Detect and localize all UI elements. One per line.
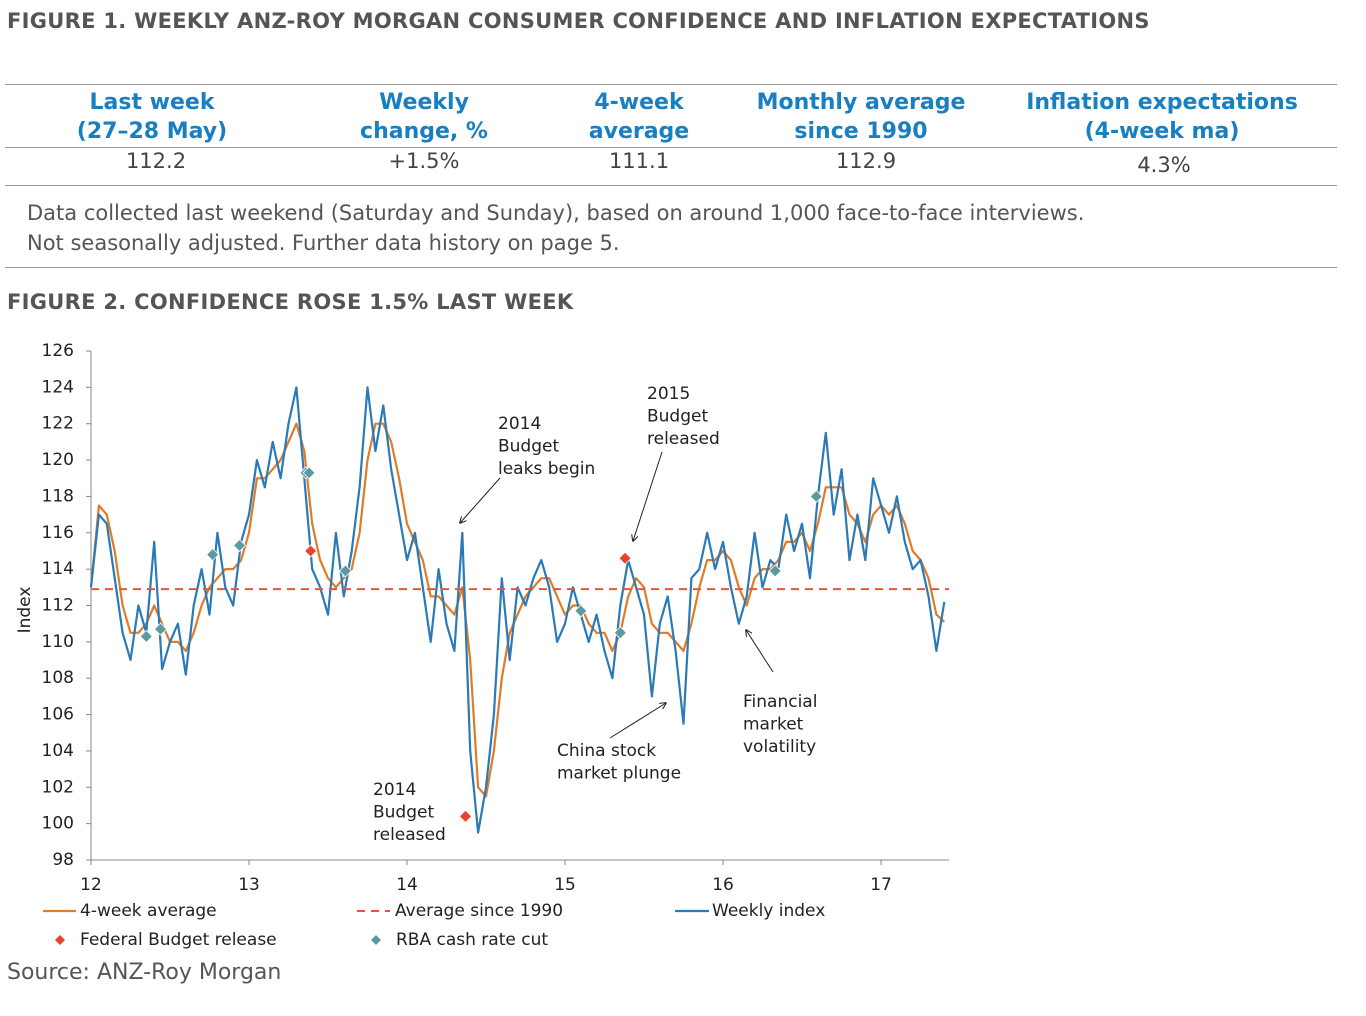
chart: Index 98 100 102 104 106 108 110 112 114 116 118 12…: [15, 341, 949, 950]
y-tick-label: 120: [42, 450, 74, 470]
series-line: [89, 386, 946, 834]
legend-label: Weekly index: [712, 901, 825, 921]
legend-swatch: [55, 935, 65, 945]
marker: [613, 626, 627, 640]
annotation: China stock: [557, 741, 656, 761]
y-tick-label: 104: [42, 741, 74, 761]
y-tick-label: 124: [42, 377, 74, 397]
annotation-arrow: [746, 630, 774, 673]
header-line: Inflation expectations: [1026, 90, 1298, 115]
annotation: market: [743, 715, 804, 735]
source: Source: ANZ-Roy Morgan: [7, 960, 282, 985]
note: Data collected last weekend (Saturday an…: [27, 198, 1084, 258]
y-tick-label: 102: [42, 777, 74, 797]
y-tick-label: 100: [42, 814, 74, 834]
y-tick-label: 110: [42, 632, 74, 652]
x-tick-label: 17: [870, 875, 892, 895]
header-line: average: [588, 119, 690, 144]
y-tick-label: 114: [42, 559, 74, 579]
annotation: leaks begin: [498, 459, 595, 479]
header-line: Last week: [89, 90, 215, 115]
legend-label: 4-week average: [80, 901, 217, 921]
header-line: since 1990: [794, 119, 928, 144]
marker: [153, 622, 168, 636]
x-tick-label: 16: [712, 875, 734, 895]
annotation: Budget: [647, 407, 708, 427]
y-tick-label: 98: [52, 850, 74, 870]
marker: [206, 548, 220, 562]
annotation: 2014: [373, 780, 416, 800]
x-tick-label: 13: [238, 875, 260, 895]
header-line: (4-week ma): [1084, 119, 1240, 144]
header-line: 4-week: [594, 90, 684, 115]
header-line: change, %: [360, 119, 488, 144]
annotation: 2014: [498, 414, 541, 434]
annotation-arrow: [633, 451, 663, 541]
y-tick-label: 108: [42, 668, 74, 688]
annotation: 2015: [647, 384, 690, 404]
rule: [5, 147, 1337, 148]
series-line: [89, 422, 946, 798]
marker: [768, 564, 782, 578]
annotation-arrow: [460, 477, 501, 523]
annotation-arrow: [609, 703, 666, 739]
header-line: (27–28 May): [76, 119, 228, 144]
annotation: market plunge: [557, 764, 681, 784]
annotation: released: [373, 825, 446, 845]
marker: [304, 544, 318, 558]
legend-label: Federal Budget release: [80, 930, 277, 950]
y-tick-label: 122: [42, 414, 74, 434]
annotation: volatility: [743, 737, 816, 757]
y-tick-label: 116: [42, 523, 74, 543]
y-axis-label: Index: [15, 587, 35, 634]
table-cell: 4.3%: [1137, 153, 1191, 177]
table-cell: 112.9: [835, 149, 897, 173]
x-tick-label: 12: [80, 875, 102, 895]
y-tick-label: 112: [42, 596, 74, 616]
table-header: Weekly change, %: [360, 88, 488, 146]
rule: [5, 185, 1337, 186]
table-header: Monthly average since 1990: [757, 88, 966, 146]
marker: [139, 629, 153, 643]
table-cell: 112.2: [125, 149, 187, 173]
table-header: Last week (27–28 May): [77, 88, 227, 146]
annotation: Budget: [498, 437, 559, 457]
rule: [5, 84, 1337, 85]
marker: [302, 466, 316, 480]
note-line: Not seasonally adjusted. Further data hi…: [27, 231, 620, 255]
y-tick-label: 118: [42, 486, 74, 506]
y-tick-label: 126: [42, 341, 74, 361]
annotation: Budget: [373, 803, 434, 823]
header-line: Weekly: [379, 90, 469, 115]
table-cell: +1.5%: [388, 149, 460, 173]
table-header: 4-week average: [589, 88, 689, 146]
legend-label: RBA cash rate cut: [396, 930, 548, 950]
marker: [574, 604, 588, 618]
rule: [5, 267, 1337, 268]
figure-title: FIGURE 1. WEEKLY ANZ-ROY MORGAN CONSUMER…: [7, 9, 1150, 33]
table-cell: 111.1: [608, 149, 670, 173]
annotation: released: [647, 429, 720, 449]
annotation: Financial: [743, 692, 817, 712]
header-line: Monthly average: [756, 90, 966, 115]
table-header: Inflation expectations (4-week ma): [1026, 88, 1298, 146]
legend-swatch: [371, 935, 381, 945]
x-tick-label: 15: [554, 875, 576, 895]
x-tick-label: 14: [396, 875, 418, 895]
chart-title: FIGURE 2. CONFIDENCE ROSE 1.5% LAST WEEK: [7, 290, 574, 314]
marker: [618, 551, 632, 565]
marker: [809, 489, 823, 503]
note-line: Data collected last weekend (Saturday an…: [27, 201, 1085, 225]
marker: [458, 809, 473, 823]
legend-label: Average since 1990: [395, 901, 563, 921]
y-tick-label: 106: [42, 705, 74, 725]
marker: [338, 564, 352, 578]
marker: [232, 538, 247, 553]
